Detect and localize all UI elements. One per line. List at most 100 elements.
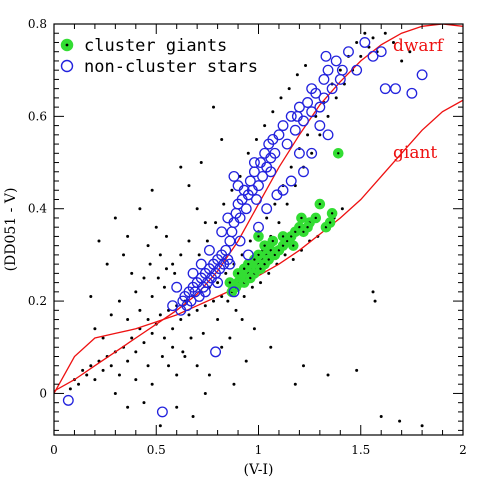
non-cluster-star-point <box>334 73 346 85</box>
cluster-giant-point-center <box>281 235 285 238</box>
field-star-point <box>77 382 81 386</box>
curve-label-dwarf: dwarf <box>393 36 445 56</box>
field-star-point <box>158 424 162 428</box>
field-star-point <box>93 327 97 331</box>
field-star-point <box>285 202 289 206</box>
field-star-point <box>220 345 224 349</box>
non-cluster-star-point <box>228 286 240 298</box>
field-star-point <box>146 318 150 322</box>
field-star-point <box>97 239 101 243</box>
field-star-point <box>400 59 404 63</box>
cluster-giant-point-center <box>302 230 305 234</box>
non-cluster-star-point <box>226 226 238 238</box>
field-star-point <box>148 262 152 266</box>
non-cluster-star-point <box>336 64 348 76</box>
non-cluster-star-point <box>306 106 318 118</box>
field-star-point <box>126 359 130 363</box>
legend-item-cluster-giants: cluster giants <box>60 36 227 56</box>
y-tick-label: 0.8 <box>28 17 47 31</box>
cluster-giant-point-center <box>259 267 262 270</box>
field-star-point <box>259 281 263 285</box>
non-cluster-star-point <box>224 258 236 270</box>
field-star-point <box>109 313 113 317</box>
field-star-point <box>304 64 308 68</box>
field-star-point <box>158 253 162 257</box>
non-cluster-star-point <box>199 286 211 298</box>
non-cluster-star-point <box>281 138 293 150</box>
cluster-giant-point-center <box>263 244 266 247</box>
field-star-point <box>273 202 277 206</box>
field-star-point <box>179 318 183 322</box>
x-tick-label: 2 <box>459 443 467 457</box>
field-star-point <box>203 221 207 225</box>
non-cluster-star-point <box>234 212 246 224</box>
field-star-point <box>171 262 175 266</box>
non-cluster-star-point <box>185 295 197 307</box>
legend-label-non-cluster-stars: non-cluster stars <box>84 57 258 77</box>
non-cluster-star-point <box>375 46 387 58</box>
field-star-point <box>271 110 275 114</box>
field-star-point <box>242 294 246 298</box>
field-star-point <box>89 294 93 298</box>
field-star-point <box>246 151 250 155</box>
cluster-giant-point-center <box>271 239 275 243</box>
legend-label-cluster-giants: cluster giants <box>84 36 227 56</box>
non-cluster-star-point <box>322 129 334 141</box>
field-star-point <box>212 299 216 303</box>
field-star-point <box>220 137 224 141</box>
field-star-point <box>81 368 85 372</box>
cluster-giant-point-center <box>285 239 289 243</box>
y-axis-label: (DD051 - V) <box>3 188 19 272</box>
field-star-point <box>301 364 305 368</box>
non-cluster-star-point <box>322 64 334 76</box>
field-star-point <box>265 216 269 220</box>
cluster-giant-point-center <box>242 267 246 270</box>
field-star-point <box>183 354 187 358</box>
y-tick-label: 0.4 <box>28 202 47 216</box>
field-star-point <box>267 271 271 275</box>
cluster-giant-point-center <box>277 249 281 252</box>
non-cluster-star-point <box>343 46 354 58</box>
non-cluster-star-point <box>379 83 391 95</box>
cluster-giant-point-center <box>273 253 277 257</box>
field-star-point <box>408 50 412 54</box>
field-star-point <box>254 137 258 141</box>
field-star-point <box>383 31 387 35</box>
field-star-point <box>373 299 377 303</box>
field-star-point <box>195 364 199 368</box>
field-star-point <box>130 336 134 340</box>
field-star-point <box>279 96 283 100</box>
cluster-giant-point-center <box>267 258 270 261</box>
non-cluster-star-point <box>251 194 262 205</box>
non-cluster-star-point <box>285 175 297 187</box>
field-star-point <box>126 234 130 238</box>
field-star-point <box>228 336 232 340</box>
field-star-point <box>150 331 154 335</box>
field-star-point <box>138 207 142 211</box>
field-star-point <box>338 68 342 72</box>
field-star-point <box>109 364 113 368</box>
cluster-giant-point-center <box>324 225 328 229</box>
non-cluster-star-point <box>242 249 254 261</box>
field-star-point <box>175 373 179 377</box>
non-cluster-star-point <box>416 69 428 81</box>
non-cluster-star-point <box>359 37 371 48</box>
non-cluster-star-point <box>318 73 330 85</box>
field-star-point <box>214 221 218 225</box>
field-star-point <box>355 368 359 372</box>
non-cluster-star-point <box>320 50 332 62</box>
field-star-point <box>160 354 164 358</box>
cluster-giant-point-center <box>328 221 332 224</box>
non-cluster-star-point <box>261 203 273 215</box>
non-cluster-star-point <box>156 406 168 418</box>
field-star-point <box>122 253 126 257</box>
field-star-point <box>171 345 175 349</box>
cluster-giant-point-center <box>257 235 260 238</box>
field-star-point <box>195 207 199 211</box>
field-star-point <box>113 391 117 395</box>
plot-frame <box>53 23 464 436</box>
non-cluster-star-point <box>224 235 236 247</box>
field-star-point <box>234 308 238 312</box>
axis-ticks: 0 0.5 1 1.5 2 0 0.2 0.4 0.6 0.8 <box>28 17 467 457</box>
x-tick-label: 1 <box>255 443 263 457</box>
